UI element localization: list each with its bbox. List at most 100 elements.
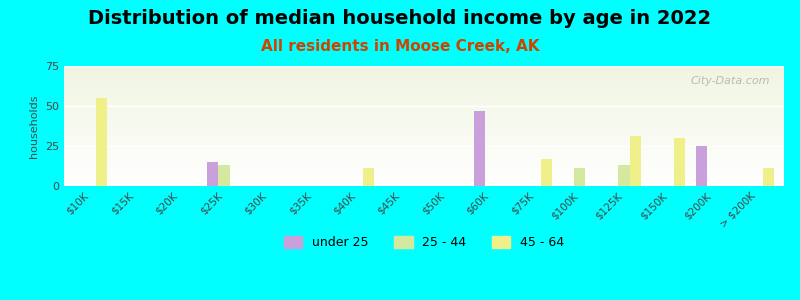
Bar	[64, 100, 784, 101]
Bar	[64, 162, 784, 163]
Bar	[64, 139, 784, 140]
Bar	[64, 101, 784, 102]
Bar	[64, 71, 784, 72]
Bar	[64, 90, 784, 91]
Bar	[64, 66, 784, 67]
Bar	[64, 130, 784, 131]
Bar	[64, 178, 784, 179]
Bar	[64, 131, 784, 132]
Bar	[64, 151, 784, 152]
Bar	[64, 102, 784, 103]
Bar	[64, 84, 784, 85]
Bar	[696, 146, 707, 186]
Y-axis label: households: households	[30, 94, 39, 158]
Bar	[64, 142, 784, 143]
Bar	[64, 85, 784, 86]
Bar	[674, 138, 685, 186]
Bar	[64, 140, 784, 142]
Bar	[207, 162, 218, 186]
Bar	[64, 97, 784, 98]
Bar	[96, 98, 107, 186]
Bar	[64, 70, 784, 71]
Bar	[64, 79, 784, 80]
Bar	[64, 103, 784, 104]
Bar	[64, 175, 784, 176]
Bar	[64, 115, 784, 116]
Bar	[64, 146, 784, 148]
Bar	[64, 149, 784, 150]
Bar	[64, 110, 784, 112]
Bar	[64, 179, 784, 180]
Bar	[64, 181, 784, 182]
Bar	[64, 91, 784, 92]
Bar	[64, 67, 784, 68]
Bar	[218, 165, 230, 186]
Legend: under 25, 25 - 44, 45 - 64: under 25, 25 - 44, 45 - 64	[278, 230, 570, 254]
Bar	[64, 180, 784, 181]
Bar	[474, 111, 485, 186]
Bar	[64, 152, 784, 154]
Bar	[64, 68, 784, 70]
Bar	[64, 109, 784, 110]
Bar	[64, 137, 784, 138]
Text: Distribution of median household income by age in 2022: Distribution of median household income …	[89, 9, 711, 28]
Bar	[64, 83, 784, 84]
Bar	[64, 155, 784, 156]
Bar	[64, 161, 784, 162]
Bar	[363, 168, 374, 186]
Bar	[64, 157, 784, 158]
Bar	[64, 136, 784, 137]
Bar	[64, 170, 784, 172]
Bar	[64, 168, 784, 169]
Bar	[574, 168, 585, 186]
Bar	[64, 88, 784, 89]
Bar	[64, 124, 784, 125]
Bar	[64, 96, 784, 97]
Bar	[64, 160, 784, 161]
Bar	[64, 182, 784, 184]
Bar	[64, 133, 784, 134]
Bar	[64, 114, 784, 115]
Bar	[64, 118, 784, 119]
Bar	[64, 72, 784, 73]
Bar	[64, 119, 784, 120]
Bar	[64, 150, 784, 151]
Bar	[64, 74, 784, 76]
Bar	[64, 156, 784, 157]
Bar	[64, 167, 784, 168]
Bar	[64, 145, 784, 146]
Bar	[64, 158, 784, 160]
Bar	[64, 120, 784, 121]
Bar	[64, 76, 784, 77]
Bar	[64, 82, 784, 83]
Bar	[64, 144, 784, 145]
Text: City-Data.com: City-Data.com	[690, 76, 770, 85]
Bar	[64, 112, 784, 113]
Bar	[64, 138, 784, 139]
Bar	[64, 174, 784, 175]
Bar	[64, 176, 784, 178]
Bar	[64, 95, 784, 96]
Bar	[64, 107, 784, 108]
Bar	[64, 143, 784, 144]
Bar	[64, 89, 784, 90]
Bar	[64, 164, 784, 166]
Bar	[64, 184, 784, 185]
Bar	[618, 165, 630, 186]
Bar	[64, 126, 784, 127]
Bar	[64, 86, 784, 88]
Bar	[64, 125, 784, 126]
Bar	[64, 173, 784, 174]
Bar	[541, 159, 552, 186]
Bar	[64, 128, 784, 130]
Bar	[64, 106, 784, 107]
Bar	[64, 185, 784, 186]
Bar	[64, 73, 784, 74]
Bar	[64, 80, 784, 82]
Bar	[64, 108, 784, 109]
Bar	[64, 104, 784, 106]
Bar	[64, 169, 784, 170]
Bar	[64, 116, 784, 118]
Bar	[630, 136, 641, 186]
Bar	[64, 134, 784, 136]
